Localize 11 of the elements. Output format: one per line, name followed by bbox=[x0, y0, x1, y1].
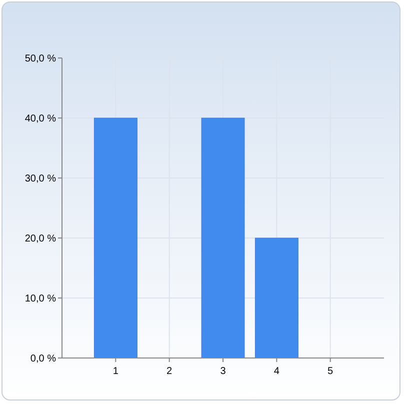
x-tick-label: 1 bbox=[112, 366, 119, 377]
x-tick-label: 2 bbox=[166, 366, 173, 377]
x-tick-label: 5 bbox=[328, 366, 334, 377]
y-tick-label: 30,0 % bbox=[24, 174, 56, 184]
x-tick-label: 4 bbox=[274, 366, 280, 377]
y-tick-label: 0,0 % bbox=[30, 354, 56, 364]
y-tick-label: 40,0 % bbox=[24, 114, 56, 124]
y-tick-label: 20,0 % bbox=[24, 234, 56, 244]
y-tick-label: 50,0 % bbox=[24, 54, 56, 64]
x-tick-label: 3 bbox=[220, 366, 226, 377]
y-tick-label: 10,0 % bbox=[24, 294, 56, 304]
